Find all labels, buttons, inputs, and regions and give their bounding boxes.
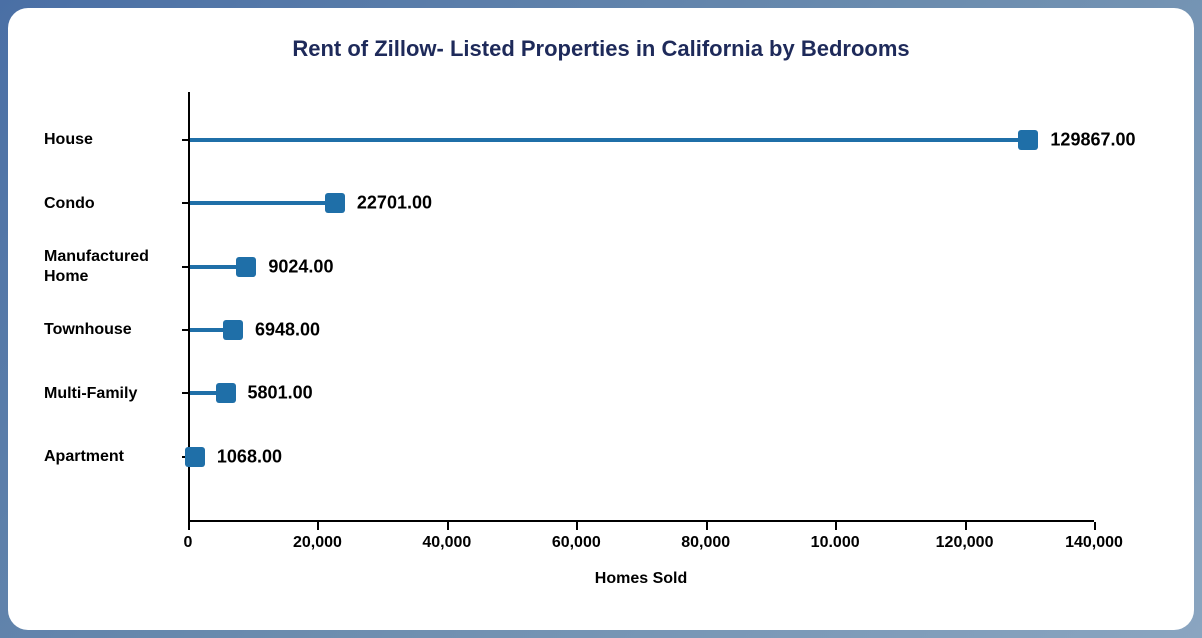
x-tick (576, 522, 578, 530)
x-tick-label: 120,000 (936, 534, 994, 552)
x-tick (447, 522, 449, 530)
x-tick-label: 20,000 (293, 534, 342, 552)
value-label: 22701.00 (357, 193, 432, 214)
lollipop-marker (325, 193, 345, 213)
x-tick (706, 522, 708, 530)
category-label: Condo (44, 194, 174, 213)
chart-plot-area: Homes Sold House129867.00Condo22701.00Ma… (188, 92, 1094, 522)
lollipop-marker (216, 383, 236, 403)
data-row: House129867.00 (188, 128, 1094, 152)
x-tick-label: 10.000 (811, 534, 860, 552)
data-row: Condo22701.00 (188, 191, 1094, 215)
x-tick (965, 522, 967, 530)
lollipop-marker (1018, 130, 1038, 150)
data-row: Apartment1068.00 (188, 445, 1094, 469)
x-tick (188, 522, 190, 530)
lollipop-marker (185, 447, 205, 467)
x-tick-label: 40,000 (422, 534, 471, 552)
data-row: Manufactured Home9024.00 (188, 255, 1094, 279)
y-tick (182, 266, 188, 268)
lollipop-stem (190, 138, 1030, 142)
x-tick (317, 522, 319, 530)
data-row: Multi-Family5801.00 (188, 381, 1094, 405)
y-tick (182, 139, 188, 141)
category-label: Multi-Family (44, 384, 174, 403)
value-label: 1068.00 (217, 446, 282, 467)
x-axis-title: Homes Sold (595, 570, 687, 588)
value-label: 5801.00 (248, 383, 313, 404)
category-label: Apartment (44, 447, 174, 466)
x-tick (835, 522, 837, 530)
category-label: House (44, 130, 174, 149)
value-label: 6948.00 (255, 319, 320, 340)
lollipop-marker (223, 320, 243, 340)
y-tick (182, 329, 188, 331)
lollipop-stem (190, 201, 337, 205)
x-tick (1094, 522, 1096, 530)
chart-title: Rent of Zillow- Listed Properties in Cal… (48, 36, 1154, 62)
value-label: 129867.00 (1050, 129, 1135, 150)
y-tick (182, 202, 188, 204)
x-tick-label: 0 (184, 534, 193, 552)
value-label: 9024.00 (268, 256, 333, 277)
x-axis-line (188, 520, 1094, 522)
data-row: Townhouse6948.00 (188, 318, 1094, 342)
category-label: Manufactured Home (44, 247, 174, 285)
x-tick-label: 60,000 (552, 534, 601, 552)
x-tick-label: 140,000 (1065, 534, 1123, 552)
chart-card: Rent of Zillow- Listed Properties in Cal… (8, 8, 1194, 630)
x-tick-label: 80,000 (681, 534, 730, 552)
category-label: Townhouse (44, 320, 174, 339)
y-tick (182, 392, 188, 394)
lollipop-marker (236, 257, 256, 277)
